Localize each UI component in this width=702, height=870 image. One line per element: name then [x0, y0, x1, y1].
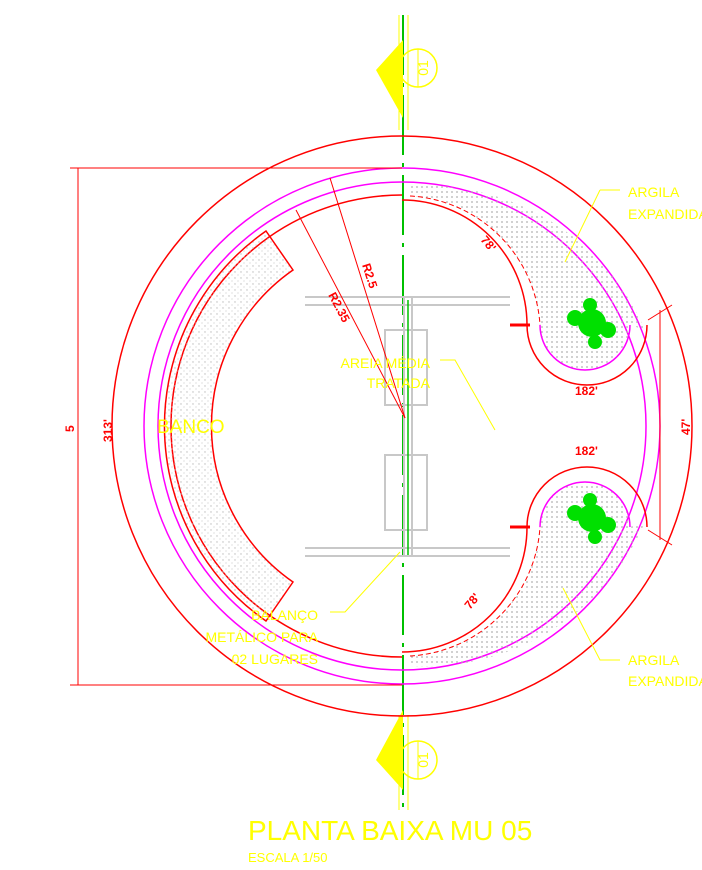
gap-label: 47' [679, 419, 693, 435]
clay-label: ARGILA [628, 184, 680, 200]
drawing [70, 15, 693, 810]
height-label: 5 [63, 425, 77, 432]
swing-label: 02 LUGARES [232, 651, 318, 667]
height-label: 313' [101, 419, 115, 442]
swing-label: METÁLICO PARA [205, 629, 318, 645]
marker-number: 01 [415, 752, 431, 768]
marker-number: 01 [415, 60, 431, 76]
width-label: 182' [575, 444, 598, 458]
labels: A' 01 A' 01 R2.5 R2.35 78' 78' 182' 182'… [63, 60, 702, 865]
radius-label: R2.35 [325, 290, 353, 325]
radius-label: R2.5 [359, 262, 380, 291]
sand-label: TRATADA [367, 375, 431, 391]
scale: ESCALA 1/50 [248, 850, 328, 865]
title: PLANTA BAIXA MU 05 [248, 815, 532, 846]
marker-letter: A' [381, 64, 397, 76]
sand-label: AREIA MÉDIA [341, 355, 431, 371]
bench-label: BANCO [157, 417, 225, 438]
width-label: 182' [575, 384, 598, 398]
clay-label: ARGILA [628, 652, 680, 668]
arc-label: 78' [478, 233, 499, 255]
clay-label: EXPANDIDA [628, 673, 702, 689]
clay-label: EXPANDIDA [628, 206, 702, 222]
arc-label: 78' [462, 590, 483, 612]
marker-letter: A' [381, 754, 397, 766]
swing-label: BALANÇO [251, 607, 318, 623]
